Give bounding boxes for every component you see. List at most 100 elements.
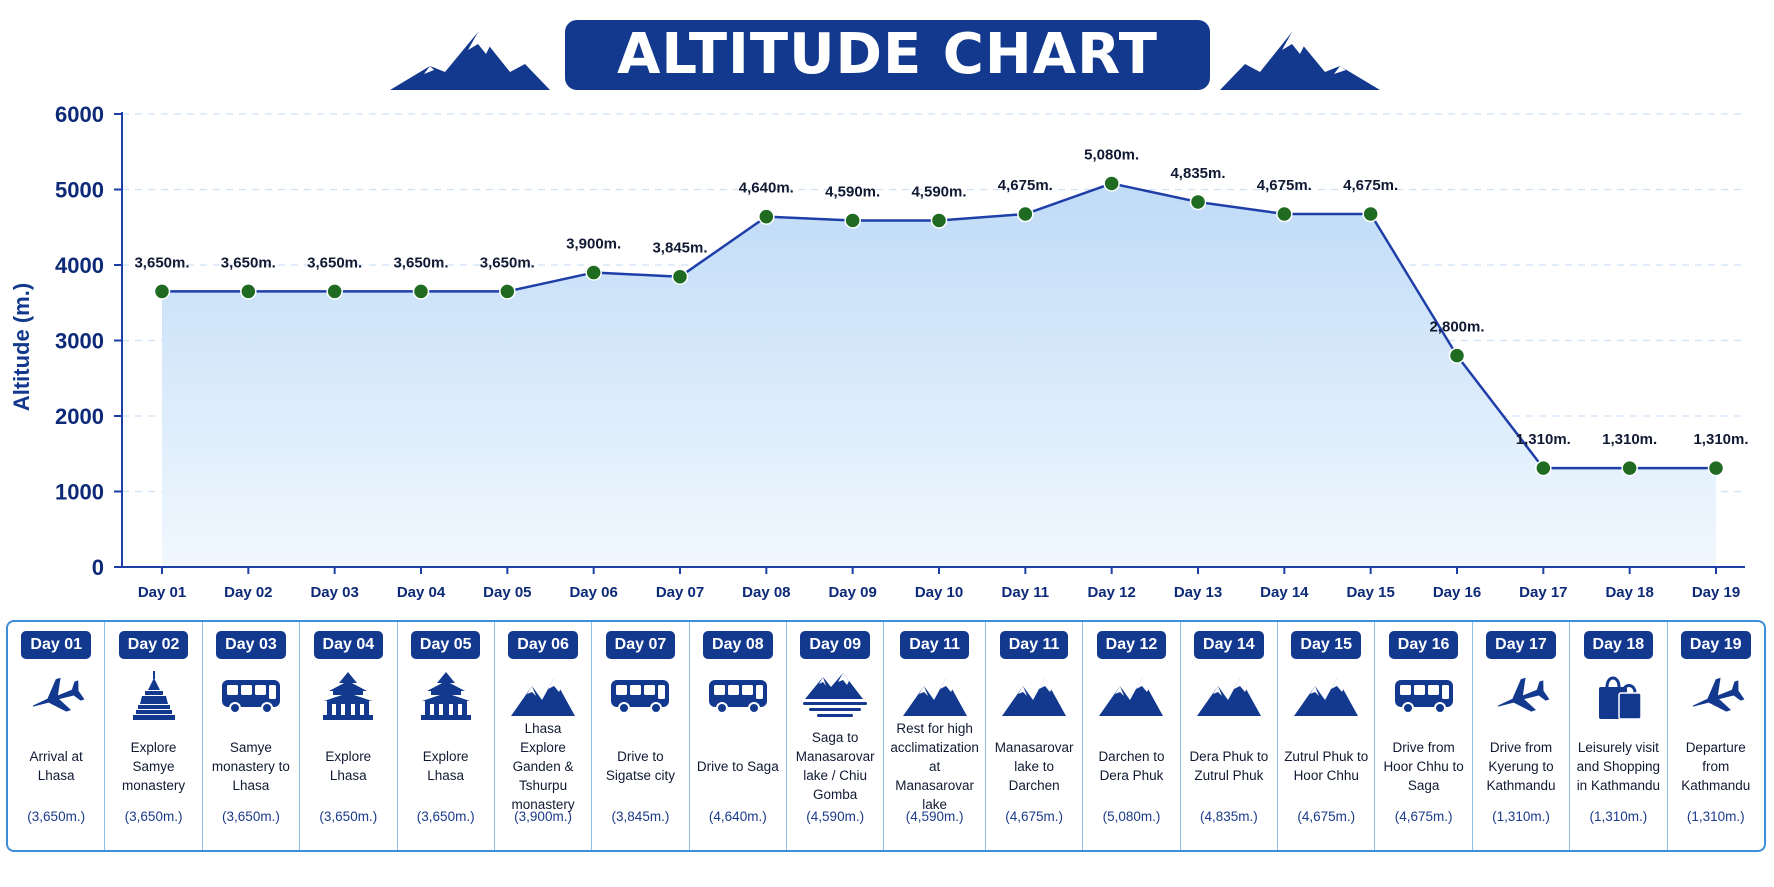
x-tick-label: Day 01 xyxy=(138,584,186,601)
data-point xyxy=(1362,205,1379,223)
card-description: Arrival at Lhasa xyxy=(29,749,83,783)
card-description: Drive from Hoor Chhu to Saga xyxy=(1383,739,1464,793)
card-description: Darchen to Dera Phuk xyxy=(1098,749,1165,783)
data-point xyxy=(1017,205,1034,223)
card-description: Manasarovar lake to Darchen xyxy=(994,739,1074,793)
itinerary-card: Day 02 Explore Samye monastery (3,650m.) xyxy=(105,622,203,850)
card-description: Saga to Manasarovar lake / Chiu Gomba xyxy=(795,730,875,802)
card-altitude: (4,640m.) xyxy=(708,809,767,824)
card-altitude: (4,675m.) xyxy=(1297,809,1356,824)
y-tick-label: 0 xyxy=(92,555,104,580)
itinerary-card: Day 17 Drive from Kyerung to Kathmandu (1,… xyxy=(1473,622,1571,850)
day-badge: Day 08 xyxy=(703,631,773,659)
card-altitude: (3,650m.) xyxy=(124,809,183,824)
data-point xyxy=(1448,347,1466,364)
data-point xyxy=(930,212,948,229)
itinerary-card: Day 01 Arrival at Lhasa (3,650m.) xyxy=(8,622,106,850)
day-badge: Day 06 xyxy=(508,631,578,659)
y-tick-label: 5000 xyxy=(55,178,104,203)
airplane-icon xyxy=(27,671,85,721)
data-point xyxy=(758,208,775,225)
day-badge: Day 03 xyxy=(216,631,286,659)
card-description: Lhasa Explore Ganden & Tshurpu monastery xyxy=(511,720,575,812)
day-badge: Day 07 xyxy=(605,631,676,659)
mountain-left-icon xyxy=(390,32,550,90)
mountain-icon xyxy=(1196,671,1262,721)
x-tick-label: Day 06 xyxy=(569,584,617,601)
itinerary-card: Day 15 Zutrul Phuk to Hoor Chhu (4,675m.) xyxy=(1278,622,1376,850)
data-label: 4,590m. xyxy=(911,183,966,200)
x-tick-label: Day 10 xyxy=(915,584,963,601)
itinerary-card: Day 05 Explore Lhasa (3,650m.) xyxy=(398,622,495,850)
day-badge: Day 05 xyxy=(410,631,481,659)
card-description: Drive from Kyerung to Kathmandu xyxy=(1486,739,1556,793)
itinerary-card: Day 07 Drive to Sigatse city (3,845m.) xyxy=(592,622,690,850)
x-tick-label: Day 11 xyxy=(1002,584,1050,601)
card-description: Drive to Saga xyxy=(696,758,779,774)
card-description: Explore Lhasa xyxy=(325,749,372,783)
x-tick-label: Day 08 xyxy=(742,584,790,601)
itinerary-card: Day 11 Manasarovar lake to Darchen (4,675m… xyxy=(986,622,1084,850)
itinerary-card: Day 06 Lhasa Explore Ganden & Tshurpu mon… xyxy=(495,622,593,850)
x-tick-label: Day 04 xyxy=(397,584,446,601)
itinerary-card: Day 18 Leisurely visit and Shopping in Ka… xyxy=(1570,622,1668,850)
card-description: Explore Samye monastery xyxy=(122,739,186,793)
itinerary-card: Day 04 Explore Lhasa (3,650m.) xyxy=(300,622,398,850)
mountain-icon xyxy=(1001,671,1067,721)
x-tick-label: Day 02 xyxy=(224,584,272,601)
airplane-icon xyxy=(1492,671,1550,721)
card-description: Departure from Kathmandu xyxy=(1681,739,1751,793)
card-description: Zutrul Phuk to Hoor Chhu xyxy=(1284,749,1369,783)
data-point xyxy=(326,283,343,300)
y-tick-label: 6000 xyxy=(55,102,104,127)
mountain-icon xyxy=(510,671,576,721)
data-label: 1,310m. xyxy=(1516,431,1571,448)
data-point xyxy=(499,283,516,300)
x-tick-label: Day 14 xyxy=(1260,584,1309,601)
x-tick-label: Day 17 xyxy=(1519,584,1567,601)
data-label: 3,650m. xyxy=(134,254,189,271)
data-point xyxy=(1707,459,1725,477)
y-tick-label: 2000 xyxy=(55,404,104,429)
data-label: 3,650m. xyxy=(393,254,448,271)
data-point xyxy=(1189,193,1207,211)
data-label: 3,650m. xyxy=(307,254,362,271)
card-altitude: (5,080m.) xyxy=(1102,809,1161,824)
data-label: 4,675m. xyxy=(1257,177,1312,194)
x-tick-label: Day 18 xyxy=(1605,584,1653,601)
x-tick-label: Day 16 xyxy=(1433,584,1481,601)
altitude-area xyxy=(162,183,1716,567)
mountain-icon xyxy=(902,671,968,721)
card-altitude: (4,675m.) xyxy=(1394,809,1453,824)
y-tick-label: 3000 xyxy=(55,329,104,354)
temple-icon xyxy=(321,671,375,721)
data-label: 3,900m. xyxy=(566,236,621,253)
mountain-right-icon xyxy=(1220,32,1380,90)
y-tick-label: 1000 xyxy=(55,480,104,505)
card-altitude: (3,650m.) xyxy=(416,809,475,824)
day-badge: Day 14 xyxy=(1194,631,1264,659)
data-point xyxy=(412,283,430,300)
x-tick-label: Day 09 xyxy=(828,584,876,601)
card-description: Explore Lhasa xyxy=(422,749,469,783)
itinerary-card: Day 09 Saga to Manasarovar lake / Chiu Go… xyxy=(787,622,885,850)
data-point xyxy=(671,268,689,285)
mountain-icon xyxy=(1098,671,1164,721)
lake-mountain-icon xyxy=(801,671,869,721)
card-altitude: (3,845m.) xyxy=(611,809,670,824)
x-tick-label: Day 15 xyxy=(1346,584,1394,601)
x-tick-label: Day 12 xyxy=(1087,584,1135,601)
y-tick-label: 4000 xyxy=(55,253,104,278)
card-altitude: (4,590m.) xyxy=(806,809,865,824)
day-badge: Day 18 xyxy=(1583,631,1654,659)
day-badge: Day 11 xyxy=(999,631,1069,659)
stupa-icon xyxy=(132,671,176,721)
data-label: 1,310m. xyxy=(1602,431,1657,448)
data-label: 5,080m. xyxy=(1084,146,1139,163)
card-altitude: (3,900m.) xyxy=(514,809,572,824)
data-point xyxy=(1535,459,1552,477)
itinerary-card: Day 11 Rest for high acclimatization at M… xyxy=(884,622,986,850)
card-altitude: (3,650m.) xyxy=(222,809,280,824)
itinerary-card: Day 03 Samye monastery to Lhasa (3,650m.) xyxy=(203,622,301,850)
day-badge: Day 11 xyxy=(900,631,969,659)
